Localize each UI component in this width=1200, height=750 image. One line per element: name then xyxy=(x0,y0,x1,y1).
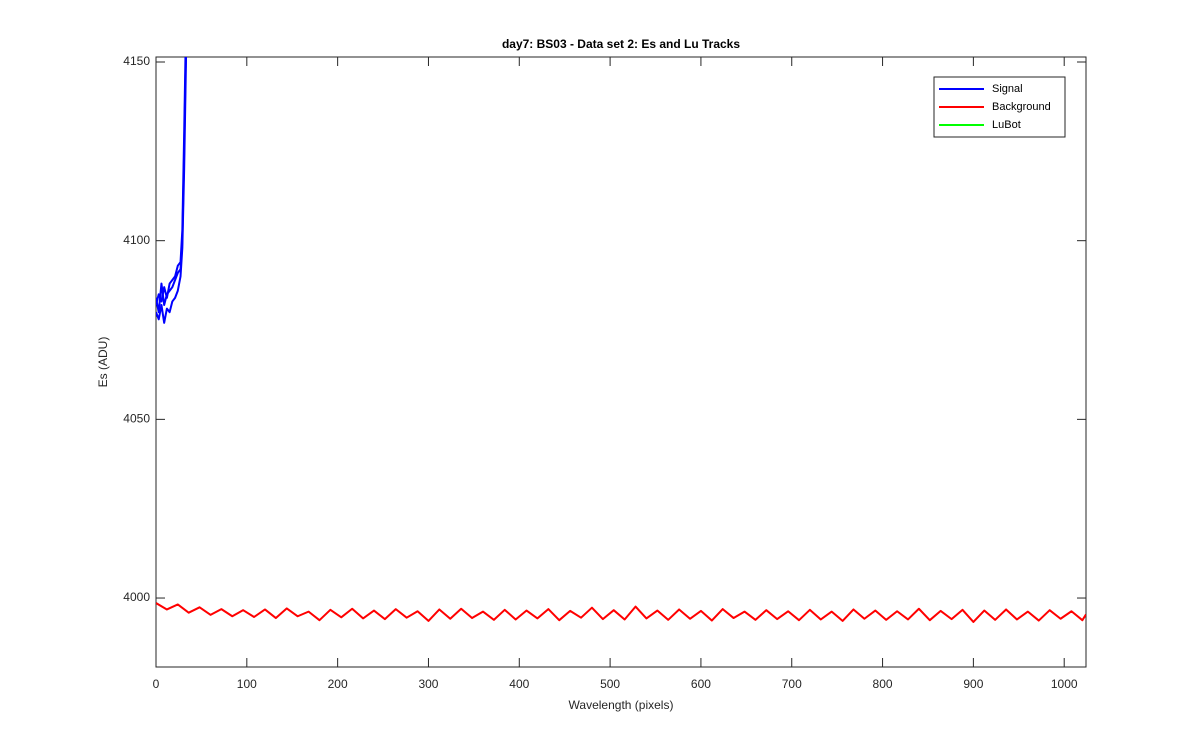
y-tick-label: 4050 xyxy=(123,412,150,426)
x-tick-label: 700 xyxy=(782,677,802,691)
x-tick-label: 500 xyxy=(600,677,620,691)
data-line xyxy=(156,602,1086,623)
x-tick-label: 100 xyxy=(237,677,257,691)
y-tick-label: 4150 xyxy=(123,54,150,68)
x-axis-label: Wavelength (pixels) xyxy=(569,698,674,712)
x-tick-label: 200 xyxy=(328,677,348,691)
legend: Signal Background LuBot xyxy=(933,76,1066,138)
y-axis-label: Es (ADU) xyxy=(96,337,110,388)
plot-marks xyxy=(156,57,1086,623)
x-tick-label: 800 xyxy=(873,677,893,691)
plot-area xyxy=(155,56,1087,668)
y-tick-label: 4100 xyxy=(123,233,150,247)
x-tick-label: 300 xyxy=(418,677,438,691)
legend-label: LuBot xyxy=(992,119,1021,131)
x-tick-label: 1000 xyxy=(1051,677,1078,691)
x-tick-label: 400 xyxy=(509,677,529,691)
x-tick-label: 900 xyxy=(963,677,983,691)
legend-label: Background xyxy=(992,101,1051,113)
chart-title: day7: BS03 - Data set 2: Es and Lu Track… xyxy=(502,37,740,51)
data-line xyxy=(156,57,187,306)
y-tick-label: 4000 xyxy=(123,590,150,604)
legend-label: Signal xyxy=(992,83,1023,95)
x-tick-label: 0 xyxy=(153,677,160,691)
x-tick-label: 600 xyxy=(691,677,711,691)
